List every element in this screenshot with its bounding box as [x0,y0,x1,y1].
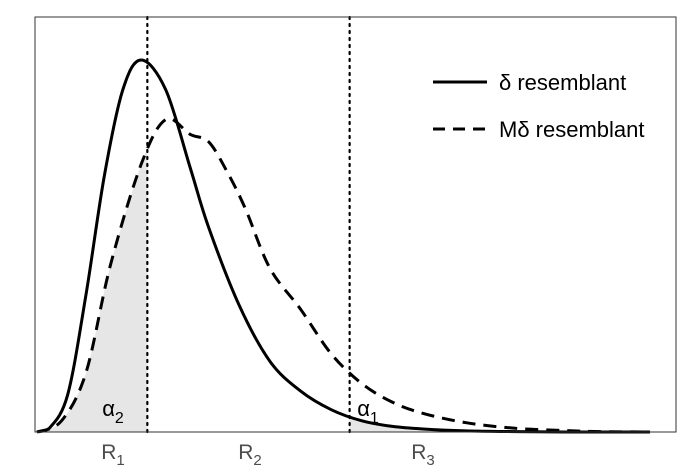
plot-frame [34,16,677,433]
shaded-areas [37,152,650,432]
series-line-dashed [36,117,651,434]
region-label-2: R2 [238,441,262,469]
series-lines [36,58,651,434]
region-dividers [146,15,351,434]
legend-label-1: δ resemblant [499,70,626,95]
region-label-1: R1 [101,441,125,469]
alpha-label-2: α2 [102,396,124,427]
series-line-solid [36,58,650,434]
region-label-3: R3 [411,441,435,469]
alpha-label-1: α1 [357,396,379,427]
shaded-area-1 [37,152,148,432]
annotations: R1 R2 R3 α2 α1 [101,396,435,469]
shaded-area-2 [349,416,650,432]
legend-label-2: Mδ resemblant [499,117,645,142]
legend: δ resemblant Mδ resemblant [433,70,645,142]
